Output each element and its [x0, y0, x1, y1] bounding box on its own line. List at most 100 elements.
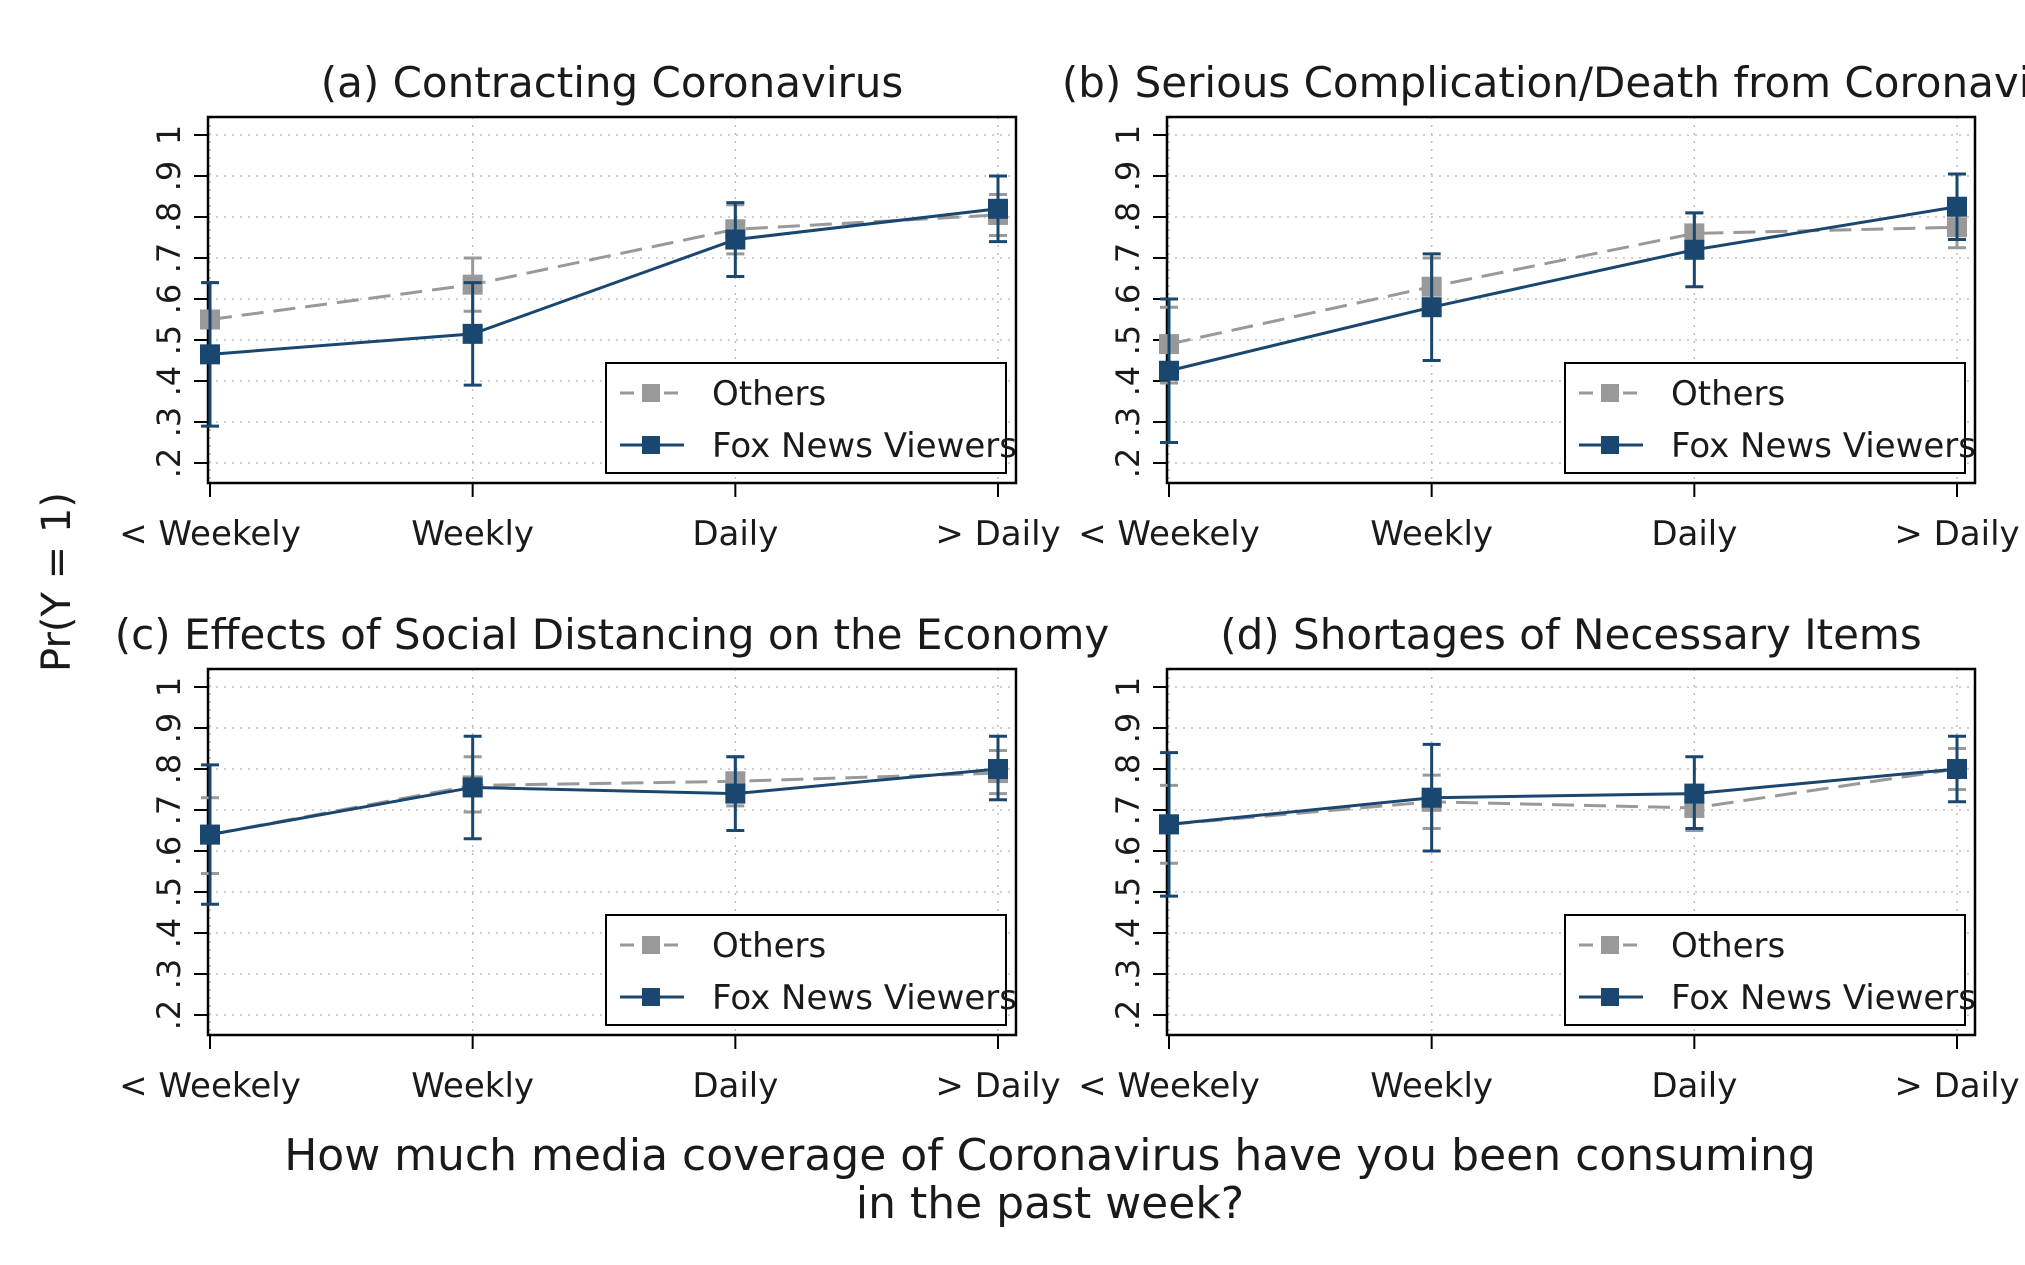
data-point [988, 759, 1008, 779]
x-tick-label: > Daily [1894, 514, 2019, 554]
legend-label: Fox News Viewers [1671, 978, 1976, 1018]
y-tick-label: .4 [1109, 918, 1147, 949]
legend-label: Fox News Viewers [712, 426, 1017, 466]
x-axis-label-line1: How much media coverage of Coronavirus h… [284, 1130, 1816, 1181]
y-tick-label: .6 [150, 284, 188, 315]
y-tick-label: .7 [150, 243, 188, 274]
x-tick-label: > Daily [1894, 1066, 2019, 1106]
y-tick-label: .3 [150, 407, 188, 438]
legend-swatch-marker [642, 988, 660, 1006]
series-fox-news-viewers [1159, 172, 1967, 444]
y-tick-label: .7 [1109, 795, 1147, 826]
data-point [1159, 360, 1179, 381]
y-tick-label: .4 [1109, 366, 1147, 397]
x-tick-label: Weekly [411, 514, 534, 554]
y-tick-label: .9 [1109, 713, 1147, 744]
x-tick-label: < Weekely [119, 514, 301, 554]
y-tick-label: .7 [1109, 243, 1147, 274]
panel-title: (d) Shortages of Necessary Items [1220, 610, 1921, 659]
y-tick-label: .3 [1109, 407, 1147, 438]
data-point [1421, 297, 1442, 318]
y-tick-label: .7 [150, 795, 188, 826]
y-tick-label: .6 [150, 836, 188, 867]
data-point [200, 824, 220, 845]
x-tick-label: Weekly [411, 1066, 534, 1106]
legend-label: Others [712, 926, 826, 966]
series-line [1168, 767, 1958, 826]
legend-box [605, 362, 1007, 474]
legend-swatch-marker [1601, 988, 1619, 1006]
panel-title: (b) Serious Complication/Death from Coro… [1062, 58, 2025, 107]
series-line [1168, 225, 1958, 346]
y-tick-label: .9 [150, 161, 188, 192]
legend-label: Fox News Viewers [712, 978, 1017, 1018]
x-tick-label: Daily [692, 1066, 778, 1106]
data-point [1947, 759, 1967, 779]
data-point [462, 777, 483, 798]
panels: (a) Contracting Coronavirus .2 .3 .4 .5 .6 .7.… [115, 58, 2025, 1106]
series-fox-news-viewers [200, 174, 1008, 428]
data-point [200, 344, 220, 365]
data-point [1684, 239, 1705, 260]
y-tick-label: .9 [150, 713, 188, 744]
y-tick-label: .6 [1109, 284, 1147, 315]
x-tick-label: Daily [692, 514, 778, 554]
data-point [462, 323, 483, 344]
panel-2: (b) Serious Complication/Death from Coro… [1062, 58, 2025, 554]
y-tick-label: 1 [1109, 125, 1147, 145]
series-fox-news-viewers [200, 734, 1008, 906]
legend-swatch-marker [1601, 384, 1619, 402]
x-tick-label: > Daily [935, 1066, 1060, 1106]
x-tick-label: Daily [1651, 1066, 1737, 1106]
y-tick-label: .6 [1109, 836, 1147, 867]
legend: Others Fox News Viewers [605, 362, 1017, 474]
legend-swatch-marker [642, 936, 660, 954]
x-tick-label: Daily [1651, 514, 1737, 554]
panel-title: (a) Contracting Coronavirus [321, 58, 904, 107]
panel-3: (c) Effects of Social Distancing on the … [115, 610, 1110, 1106]
legend: Others Fox News Viewers [1564, 914, 1976, 1026]
y-tick-label: .8 [150, 202, 188, 233]
y-tick-label: .5 [1109, 877, 1147, 908]
y-tick-label: .2 [150, 448, 188, 479]
y-tick-label: .3 [150, 959, 188, 990]
y-tick-label: .5 [150, 325, 188, 356]
y-tick-label: .3 [1109, 959, 1147, 990]
data-point [1159, 814, 1179, 835]
series-line [209, 213, 999, 321]
legend-swatch-marker [1601, 436, 1619, 454]
series-line [209, 207, 999, 356]
legend-label: Others [1671, 926, 1785, 966]
y-tick-label: .5 [150, 877, 188, 908]
x-tick-label: Weekly [1370, 514, 1493, 554]
y-tick-label: .4 [150, 366, 188, 397]
legend-box [1564, 914, 1966, 1026]
legend-swatch-marker [642, 384, 660, 402]
panel-title: (c) Effects of Social Distancing on the … [115, 610, 1110, 659]
legend-swatch-marker [642, 436, 660, 454]
y-tick-label: 1 [150, 677, 188, 697]
data-point [1684, 783, 1705, 804]
legend-label: Fox News Viewers [1671, 426, 1976, 466]
y-tick-label: 1 [150, 125, 188, 145]
legend-box [1564, 362, 1966, 474]
y-tick-label: .2 [1109, 1000, 1147, 1031]
y-tick-label: .9 [1109, 161, 1147, 192]
x-tick-label: < Weekely [1078, 514, 1260, 554]
data-point [988, 198, 1008, 219]
data-point [725, 229, 746, 250]
legend-box [605, 914, 1007, 1026]
y-tick-label: .2 [1109, 448, 1147, 479]
y-tick-label: 1 [1109, 677, 1147, 697]
legend: Others Fox News Viewers [1564, 362, 1976, 474]
x-tick-label: < Weekely [119, 1066, 301, 1106]
panel-4: (d) Shortages of Necessary Items .2 .3 .4 .5… [1078, 610, 2020, 1106]
y-tick-label: .8 [1109, 202, 1147, 233]
y-tick-label: .4 [150, 918, 188, 949]
y-tick-label: .8 [150, 754, 188, 785]
legend-swatch-marker [1601, 936, 1619, 954]
y-axis-label: Pr(Y = 1) [34, 492, 80, 672]
series-fox-news-viewers [1159, 734, 1967, 898]
